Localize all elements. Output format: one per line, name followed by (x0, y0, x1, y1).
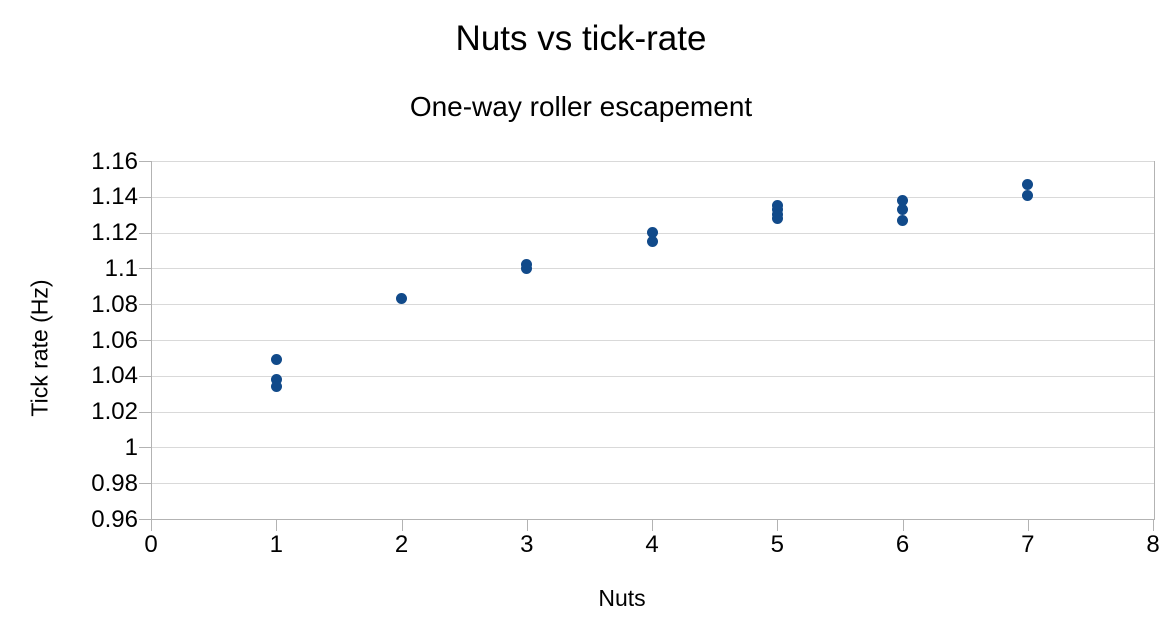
x-tick-label: 8 (1146, 531, 1160, 558)
chart-subtitle: One-way roller escapement (409, 91, 753, 122)
x-axis-title: Nuts (598, 585, 646, 611)
y-gridline (152, 161, 1154, 162)
y-axis-tick (139, 519, 151, 520)
data-point (396, 293, 407, 305)
y-axis-tick (139, 304, 151, 306)
x-tick-label: 2 (394, 531, 409, 558)
y-axis-tick (139, 268, 151, 270)
y-axis-tick (139, 232, 151, 234)
y-axis-tick (139, 447, 151, 449)
y-axis-tick (139, 196, 151, 198)
y-axis-tick (139, 375, 151, 377)
y-gridline (152, 375, 1154, 377)
x-axis-tick (777, 519, 779, 531)
x-axis-tick (902, 519, 904, 531)
y-tick-label: 1.02 (91, 398, 138, 426)
y-gridline (152, 411, 1154, 413)
y-tick-label: 1.1 (104, 254, 138, 282)
y-tick-label: 0.96 (91, 505, 138, 533)
y-gridline (152, 483, 1154, 485)
y-tick-label: 1.04 (91, 362, 138, 390)
y-tick-label: 1.12 (91, 219, 138, 247)
y-tick-label: 0.98 (91, 469, 138, 497)
data-point (897, 194, 908, 206)
x-tick-label: 7 (1021, 531, 1035, 558)
x-tick-label: 3 (520, 531, 534, 558)
y-axis-tick (139, 483, 151, 485)
x-tick-label: 1 (269, 531, 283, 558)
data-point (521, 262, 533, 274)
x-tick-label: 6 (895, 531, 910, 558)
data-point (270, 354, 282, 366)
x-axis-tick (526, 519, 528, 531)
y-tick-label: 1.16 (91, 147, 138, 175)
y-tick-label: 1.06 (91, 326, 138, 354)
x-tick-label: 0 (144, 531, 158, 558)
data-point (646, 227, 658, 239)
data-point (1022, 189, 1034, 201)
data-point (1022, 178, 1034, 190)
x-tick-label: 4 (645, 531, 659, 558)
y-gridline (152, 447, 1154, 449)
y-axis-tick (139, 340, 151, 341)
y-tick-label: 1.14 (91, 183, 138, 211)
x-axis-tick (652, 519, 653, 531)
data-point (897, 203, 908, 215)
y-axis-tick (139, 161, 151, 162)
x-axis-tick (401, 519, 403, 531)
chart-title: Nuts vs tick-rate (455, 19, 707, 58)
y-gridline (152, 196, 1154, 198)
data-point (646, 236, 658, 248)
x-axis-tick (151, 519, 152, 531)
y-tick-label: 1.08 (91, 290, 138, 318)
x-axis-tick (276, 519, 278, 531)
data-point (771, 212, 783, 224)
x-axis-tick (1153, 519, 1154, 531)
y-gridline (152, 340, 1154, 341)
x-tick-label: 5 (770, 531, 784, 558)
y-gridline (152, 304, 1154, 306)
y-gridline (152, 268, 1154, 270)
data-point (270, 373, 282, 385)
x-axis-tick (1027, 519, 1029, 531)
y-tick-label: 1 (124, 433, 138, 461)
data-point (270, 381, 282, 393)
data-point (897, 214, 908, 226)
plot-area (151, 161, 1155, 520)
y-axis-tick (139, 411, 151, 413)
